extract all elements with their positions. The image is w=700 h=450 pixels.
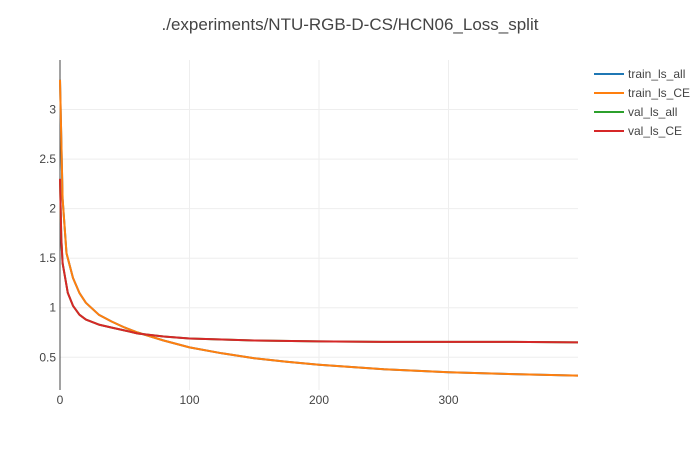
y-tick-label: 1.5: [39, 251, 56, 265]
legend[interactable]: train_ls_all train_ls_CE val_ls_all val_ls_…: [594, 67, 690, 138]
series-line-train-ls-CE: [59, 79, 579, 377]
y-tick-label: 2: [49, 202, 56, 216]
axes: 0 100 200 300 0.5 1 1.5 2 2.5 3: [39, 60, 459, 407]
x-tick-label: 200: [309, 393, 329, 407]
grid-lines: [60, 60, 578, 390]
plot-area: [59, 79, 579, 377]
x-tick-label: 0: [57, 393, 64, 407]
legend-label-train-ls-all[interactable]: train_ls_all: [628, 67, 685, 81]
chart-title: ./experiments/NTU-RGB-D-CS/HCN06_Loss_sp…: [162, 15, 539, 34]
x-tick-label: 300: [438, 393, 458, 407]
y-tick-label: 1: [49, 301, 56, 315]
series-line-val-ls-CE: [59, 178, 579, 344]
legend-label-val-ls-CE[interactable]: val_ls_CE: [628, 124, 682, 138]
x-tick-label: 100: [179, 393, 199, 407]
legend-label-train-ls-CE[interactable]: train_ls_CE: [628, 86, 690, 100]
y-tick-label: 2.5: [39, 152, 56, 166]
legend-label-val-ls-all[interactable]: val_ls_all: [628, 105, 677, 119]
y-tick-label: 3: [49, 103, 56, 117]
y-tick-label: 0.5: [39, 350, 56, 364]
